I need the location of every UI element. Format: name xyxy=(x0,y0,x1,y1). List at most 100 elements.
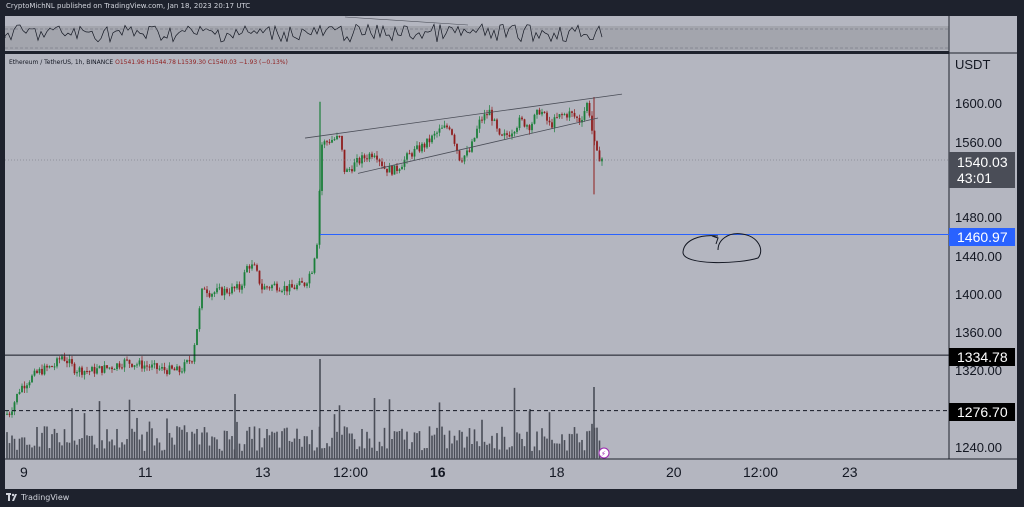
candle-body xyxy=(526,125,528,127)
price-tick: 1240.00 xyxy=(955,440,1002,455)
candle-body xyxy=(18,392,21,394)
volume-bar xyxy=(278,447,281,459)
candle-body xyxy=(343,149,346,172)
candle-body xyxy=(81,367,83,375)
candle-body xyxy=(433,133,436,136)
volume-bar xyxy=(466,436,468,459)
indicator-line xyxy=(4,16,949,49)
candle-body xyxy=(278,290,281,292)
volume-bar xyxy=(268,435,271,459)
event-icon[interactable] xyxy=(598,447,610,459)
candle-body xyxy=(448,127,451,130)
candle-body xyxy=(76,372,78,374)
volume-bar xyxy=(201,432,203,459)
candle-body xyxy=(116,363,118,370)
volume-bar xyxy=(481,419,483,459)
candle-body xyxy=(351,169,353,172)
volume-bar xyxy=(506,449,508,459)
volume-bar xyxy=(451,443,453,459)
symbol-legend: Ethereum / TetherUS, 1h, BINANCE O1541.9… xyxy=(9,59,288,66)
volume-bar xyxy=(168,432,171,459)
candle-body xyxy=(551,122,553,128)
volume-bar xyxy=(583,450,586,459)
candle-body xyxy=(191,361,193,363)
bar-countdown: 43:01 xyxy=(957,170,993,186)
volume-bar xyxy=(18,438,21,459)
volume-bar xyxy=(126,439,128,459)
candle-body xyxy=(53,366,56,368)
candle-body xyxy=(86,370,88,372)
candle-body xyxy=(173,368,176,371)
candle-body xyxy=(93,366,96,374)
volume-bar xyxy=(118,447,121,459)
volume-bar xyxy=(371,447,373,459)
volume-bar xyxy=(423,448,426,459)
candle-body xyxy=(41,368,43,375)
volume-bar xyxy=(341,434,343,459)
volume-bar xyxy=(351,433,353,459)
volume-bar xyxy=(488,443,491,459)
candle-body xyxy=(456,143,458,151)
volume-bar xyxy=(71,408,73,459)
candle-body xyxy=(521,117,523,120)
volume-bar xyxy=(383,427,386,459)
volume-bar xyxy=(151,428,153,459)
volume-bar xyxy=(411,442,413,459)
candle-body xyxy=(516,127,518,132)
candle-body xyxy=(296,285,298,290)
candle-body xyxy=(13,402,16,412)
volume-bar xyxy=(301,446,303,459)
candle-body xyxy=(353,162,356,172)
volume-bar xyxy=(498,449,501,459)
volume-bar xyxy=(328,446,331,459)
candle-body xyxy=(478,119,481,129)
indicator-band xyxy=(5,26,949,50)
candle-body xyxy=(16,393,18,403)
candle-body xyxy=(316,244,318,259)
last-price-value: 1540.03 xyxy=(957,154,1008,170)
candle-body xyxy=(218,287,221,289)
candle-body xyxy=(438,128,441,133)
volume-bar xyxy=(571,434,573,459)
volume-bar xyxy=(283,428,286,459)
candle-body xyxy=(23,385,26,389)
volume-bar xyxy=(393,431,396,459)
volume-bar xyxy=(293,438,296,459)
hand-drawn-circle xyxy=(682,233,762,264)
candle-body xyxy=(493,119,496,121)
time-axis xyxy=(5,459,1017,489)
volume-bar xyxy=(76,444,78,459)
volume-bar xyxy=(456,440,458,459)
volume-bar xyxy=(196,428,198,459)
volume-bar xyxy=(193,433,196,459)
time-tick: 9 xyxy=(20,464,28,480)
candle-body xyxy=(558,114,561,118)
candle-body xyxy=(476,128,478,138)
volume-bar xyxy=(543,436,546,459)
volume-bar xyxy=(136,417,138,459)
volume-bar xyxy=(33,445,36,459)
volume-bar xyxy=(313,450,316,459)
volume-bar xyxy=(263,438,266,459)
candle-body xyxy=(143,365,146,369)
volume-bar xyxy=(253,426,256,459)
volume-bar xyxy=(321,448,323,459)
candle-body xyxy=(538,109,541,115)
candle-body xyxy=(51,366,53,368)
volume-bar xyxy=(591,423,593,459)
candle-body xyxy=(366,158,368,160)
candle-body xyxy=(211,294,213,297)
volume-bar xyxy=(536,431,538,459)
volume-bar xyxy=(138,439,141,459)
volume-bar xyxy=(461,431,463,459)
volume-bar xyxy=(183,425,186,459)
candle-body xyxy=(393,165,396,175)
candle-body xyxy=(578,117,581,123)
time-tick: 23 xyxy=(842,464,858,480)
candle-body xyxy=(506,133,508,135)
volume-bar xyxy=(146,431,148,459)
time-tick: 13 xyxy=(255,464,271,480)
candle-body xyxy=(311,272,313,274)
candle-body xyxy=(213,292,216,295)
